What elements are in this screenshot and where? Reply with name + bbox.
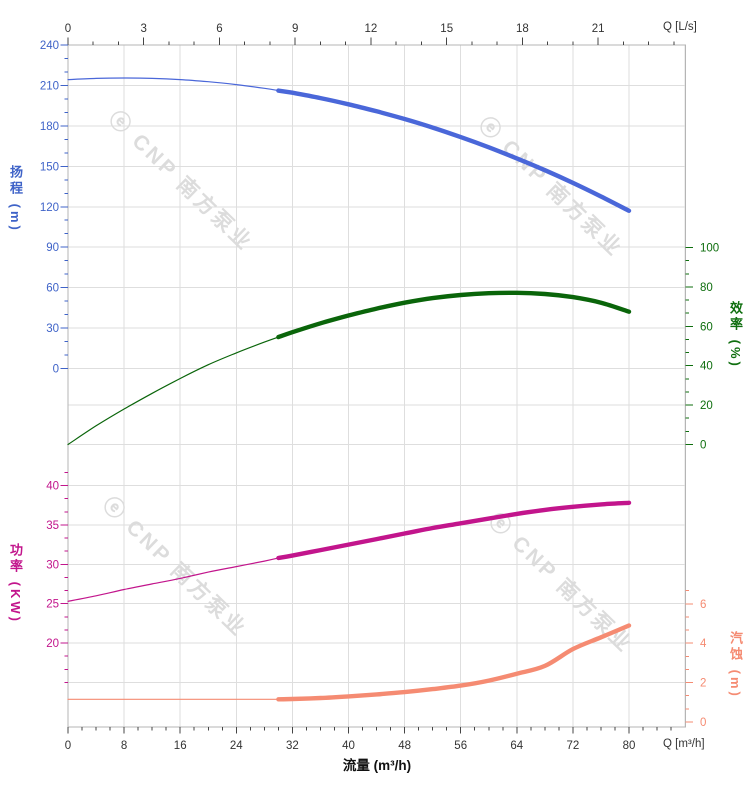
tick-label: 40 [46,481,59,493]
head-curve-thin [67,77,279,92]
tick-label: 30 [46,323,59,335]
series-npsh [67,623,632,702]
efficiency-curve-bold [276,290,632,340]
tick-label: 210 [40,80,59,92]
tick-label: 35 [46,520,59,532]
power-axis-name: 功率 (KW) [8,543,23,624]
tick-label: 12 [365,23,378,35]
tick-label: 40 [342,740,355,752]
axis-efficiency: 100 80 60 40 20 0 [685,243,719,452]
top-unit-label: Q [L/s] [663,21,697,33]
tick-label: 0 [700,440,706,452]
tick-label: 80 [700,282,713,294]
axis-bottom: 0 8 16 24 32 40 48 56 64 72 80 [65,727,672,752]
power-curve-bold [276,500,632,561]
tick-label: 64 [510,740,523,752]
tick-label: 56 [454,740,467,752]
watermark-text: ⓔ CNP 南方泵业 [104,106,258,256]
tick-label: 100 [700,243,719,255]
axis-head: 240 210 180 150 120 90 60 30 0 [40,40,68,376]
tick-label: 21 [592,23,605,35]
tick-label: 6 [700,599,706,611]
watermark-text: ⓔ CNP 南方泵业 [98,492,252,642]
efficiency-axis-name: 效率 (%) [728,301,743,369]
series-power [67,500,632,602]
tick-label: 25 [46,599,59,611]
tick-label: 150 [40,161,59,173]
tick-label: 180 [40,121,59,133]
bottom-unit-label: Q [m³/h] [663,738,705,750]
flow-axis-name: 流量 (m³/h) [342,758,412,773]
tick-label: 0 [700,717,706,729]
tick-label: 32 [286,740,299,752]
tick-label: 120 [40,202,59,214]
tick-label: 9 [292,23,298,35]
tick-label: 8 [121,740,127,752]
series-efficiency [67,290,632,446]
axis-npsh: 6 4 2 0 [685,590,707,729]
head-curve-bold [276,88,632,213]
tick-label: 18 [516,23,529,35]
tick-label: 15 [440,23,453,35]
tick-label: 240 [40,40,59,52]
tick-label: 0 [53,364,59,376]
npsh-axis-name: 汽蚀 (m) [728,631,743,699]
axis-power: 40 35 30 25 20 [46,471,68,683]
tick-label: 0 [65,23,71,35]
watermarks: ⓔ CNP 南方泵业 ⓔ CNP 南方泵业 ⓔ CNP 南方泵业 ⓔ CNP 南方泵业 [98,106,638,658]
tick-label: 90 [46,242,59,254]
tick-label: 3 [140,23,146,35]
tick-label: 80 [623,740,636,752]
axis-top: 0 3 6 9 12 15 18 21 [65,23,675,45]
tick-label: 4 [700,638,707,650]
tick-label: 40 [700,361,713,373]
tick-label: 72 [567,740,580,752]
tick-label: 2 [700,678,706,690]
tick-label: 30 [46,559,59,571]
tick-label: 60 [46,283,59,295]
series-head [67,77,632,213]
head-axis-name: 扬程 (m) [8,165,23,233]
watermark-text: ⓔ CNP 南方泵业 [484,508,638,658]
npsh-curve-bold [276,623,632,702]
efficiency-curve-thin [67,336,279,446]
tick-label: 60 [700,321,713,333]
tick-label: 20 [46,638,59,650]
tick-label: 24 [230,740,243,752]
power-curve-thin [67,557,279,602]
tick-label: 48 [398,740,411,752]
watermark-text: ⓔ CNP 南方泵业 [474,112,628,262]
tick-label: 0 [65,740,71,752]
tick-label: 6 [216,23,222,35]
tick-label: 16 [174,740,187,752]
tick-label: 20 [700,400,713,412]
